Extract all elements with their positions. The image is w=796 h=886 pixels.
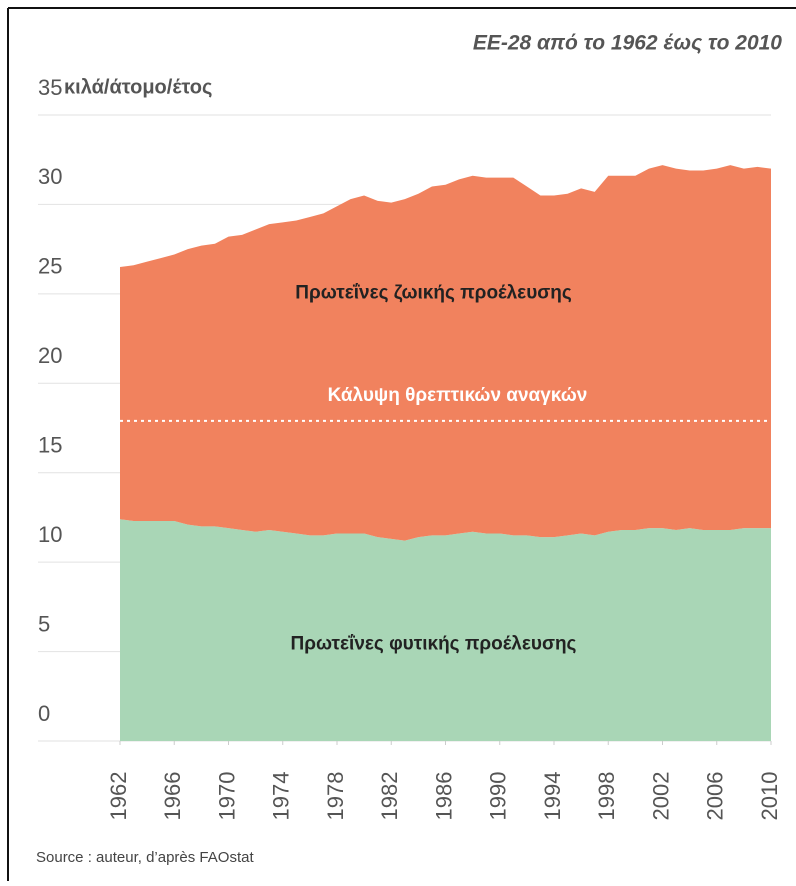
y-tick-label: 0 (38, 701, 50, 726)
x-tick-label: 1974 (269, 772, 294, 821)
area (120, 165, 771, 541)
x-tick-label: 2010 (757, 772, 782, 821)
source: Source : auteur, d’après FAOstat (36, 849, 254, 866)
x-tick-label: 2006 (703, 772, 728, 821)
x-tick-label: 1986 (431, 772, 456, 821)
series-label: Πρωτεΐνες ζωικής προέλευσης (295, 282, 572, 303)
x-tick-label: 1990 (486, 772, 511, 821)
x-tick-label: 2002 (648, 772, 673, 821)
x-tick-label: 1978 (323, 772, 348, 821)
x-tick-label: 1998 (594, 772, 619, 821)
y-tick-label: 20 (38, 343, 62, 368)
x-tick-label: 1962 (106, 772, 131, 821)
reference-label: Κάλυψη θρεπτικών αναγκών (328, 385, 588, 406)
y-tick-label: 10 (38, 522, 62, 547)
y-tick-label: 30 (38, 164, 62, 189)
y-tick-label: 15 (38, 433, 62, 458)
y-tick-label: 35 (38, 75, 62, 100)
x-tick-label: 1966 (160, 772, 185, 821)
chart-title: ΕΕ-28 από το 1962 έως το 2010 (473, 32, 782, 55)
x-tick-label: 1970 (214, 772, 239, 821)
area (120, 519, 771, 741)
y-axis-label: κιλά/άτομο/έτος (64, 76, 212, 98)
y-tick-label: 5 (38, 611, 50, 636)
y-tick-label: 25 (38, 254, 62, 279)
x-tick-label: 1982 (377, 772, 402, 821)
x-tick-label: 1994 (540, 772, 565, 821)
series-label: Πρωτεΐνες φυτικής προέλευσης (291, 633, 577, 654)
